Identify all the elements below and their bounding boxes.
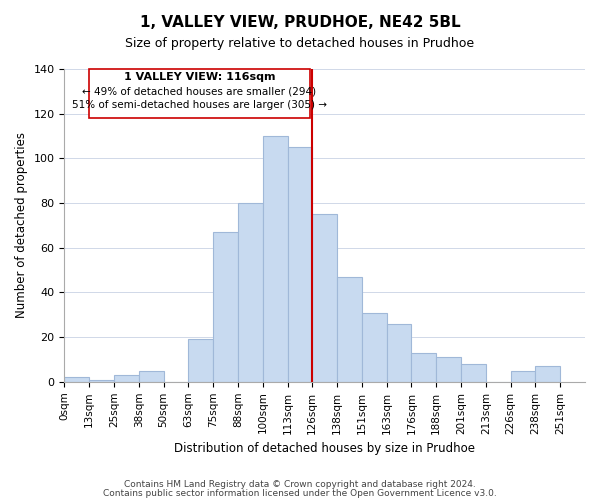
Bar [436,357,461,382]
Text: 1 VALLEY VIEW: 116sqm: 1 VALLEY VIEW: 116sqm [124,72,275,83]
Y-axis label: Number of detached properties: Number of detached properties [15,132,28,318]
Text: ← 49% of detached houses are smaller (294): ← 49% of detached houses are smaller (29… [82,87,317,97]
Bar [412,353,436,382]
Text: Size of property relative to detached houses in Prudhoe: Size of property relative to detached ho… [125,38,475,51]
Bar [139,370,164,382]
Bar [362,312,386,382]
Bar [114,375,139,382]
Bar [64,378,89,382]
Text: Contains public sector information licensed under the Open Government Licence v3: Contains public sector information licen… [103,488,497,498]
Bar [461,364,486,382]
Bar [287,147,313,382]
Bar [89,380,114,382]
X-axis label: Distribution of detached houses by size in Prudhoe: Distribution of detached houses by size … [174,442,475,455]
Bar [535,366,560,382]
Bar [337,277,362,382]
Text: 1, VALLEY VIEW, PRUDHOE, NE42 5BL: 1, VALLEY VIEW, PRUDHOE, NE42 5BL [140,15,460,30]
Bar [213,232,238,382]
FancyBboxPatch shape [89,69,310,118]
Bar [386,324,412,382]
Text: 51% of semi-detached houses are larger (305) →: 51% of semi-detached houses are larger (… [72,100,327,110]
Bar [238,203,263,382]
Bar [511,370,535,382]
Bar [263,136,287,382]
Bar [313,214,337,382]
Text: Contains HM Land Registry data © Crown copyright and database right 2024.: Contains HM Land Registry data © Crown c… [124,480,476,489]
Bar [188,340,213,382]
